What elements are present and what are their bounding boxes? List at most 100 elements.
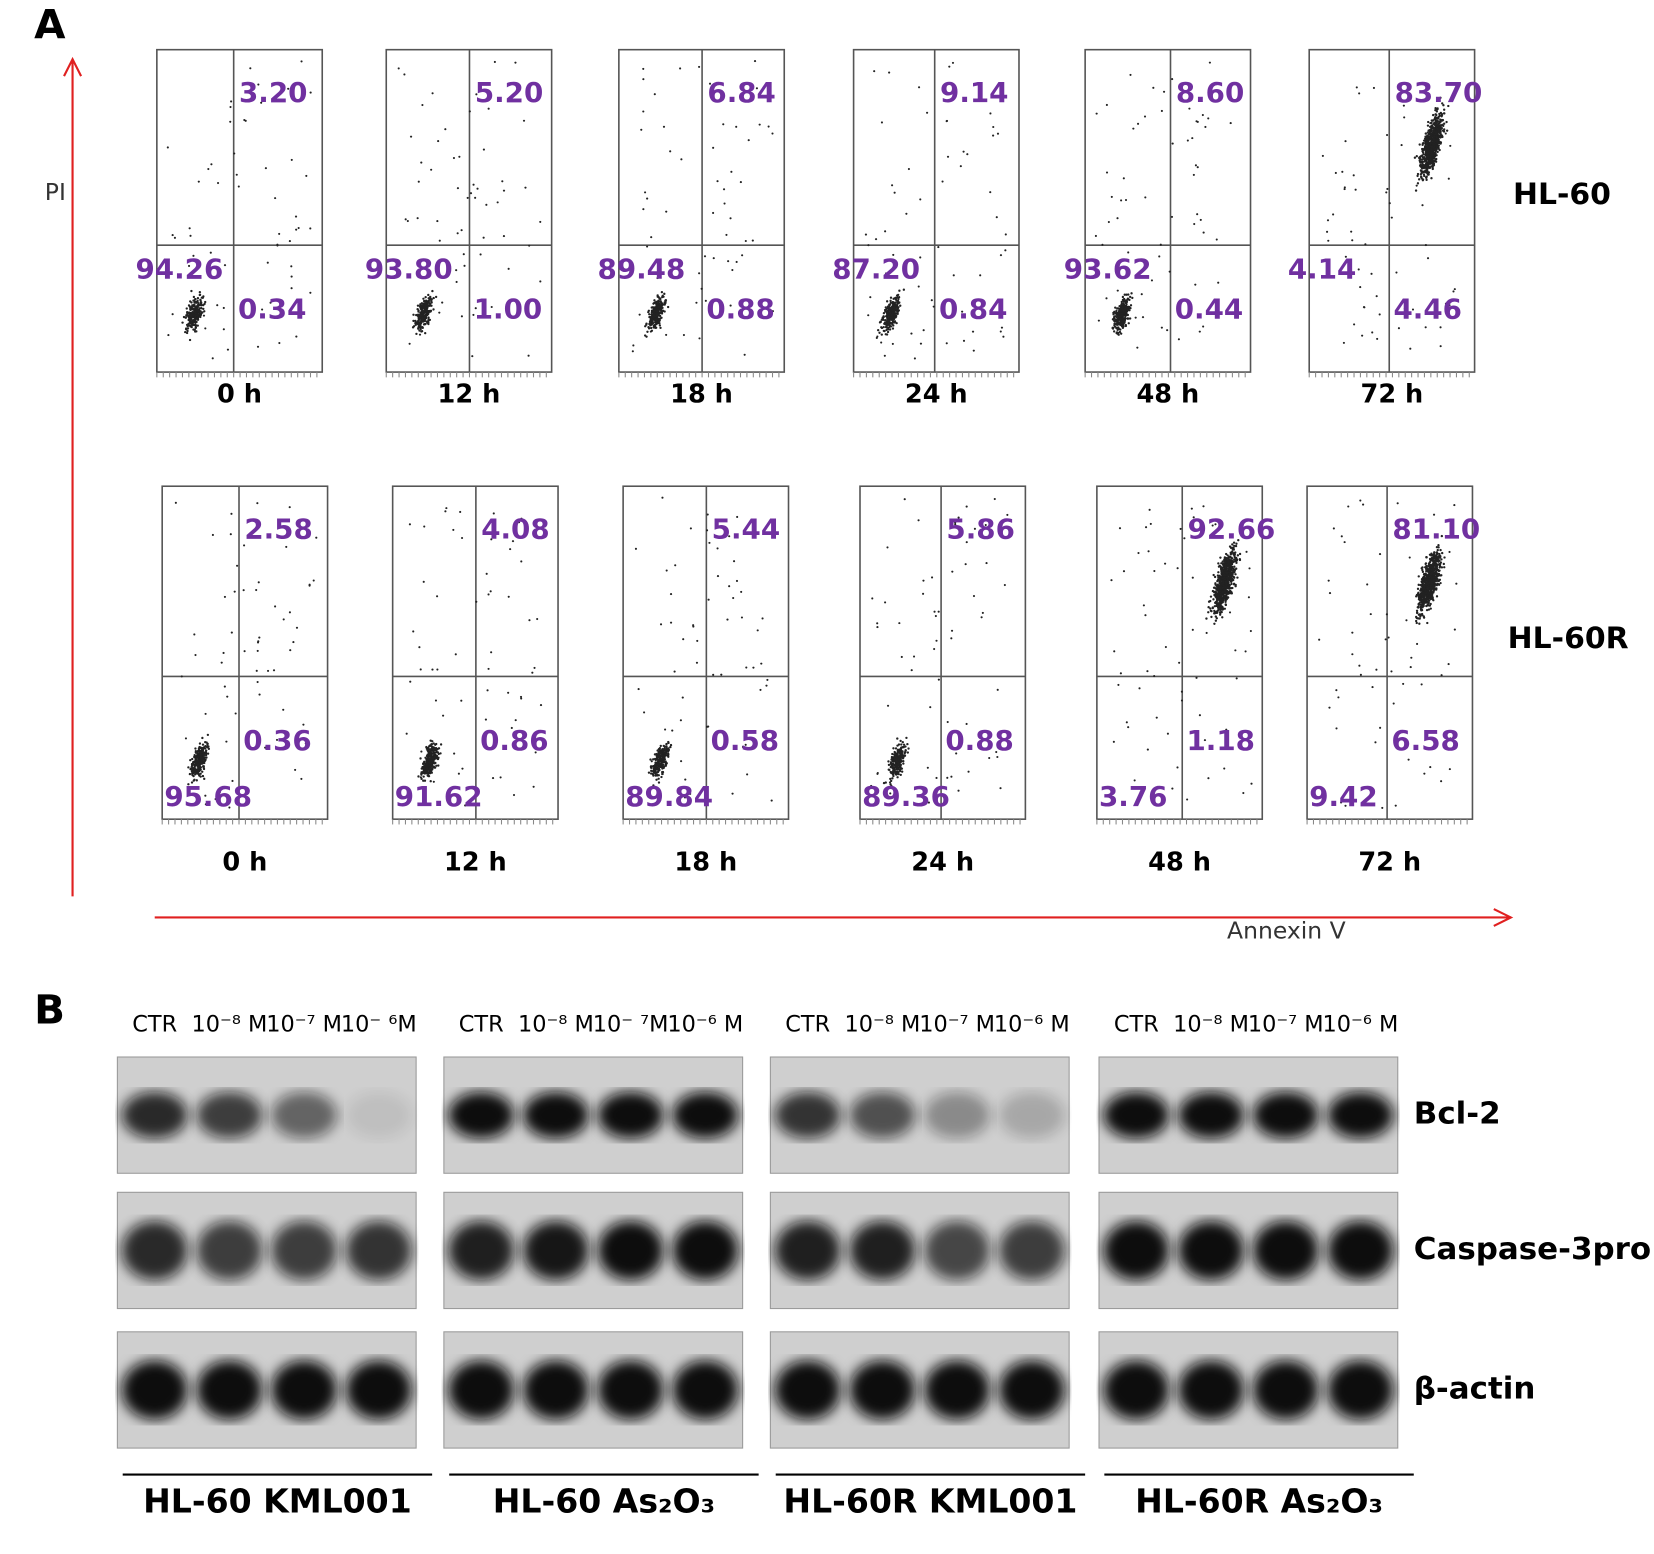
dot <box>430 168 433 171</box>
dot <box>1138 687 1141 690</box>
dot <box>731 792 734 795</box>
dot <box>1229 551 1233 555</box>
dot <box>288 506 291 509</box>
dot <box>1442 112 1446 115</box>
dot <box>198 765 201 768</box>
dot <box>233 590 236 593</box>
dot <box>429 750 432 753</box>
dot <box>435 764 438 767</box>
dot <box>1402 104 1405 107</box>
dot <box>1434 133 1438 136</box>
dot <box>894 772 897 775</box>
dot <box>896 305 899 309</box>
dot <box>1122 299 1125 302</box>
dot <box>236 564 239 567</box>
dot <box>1429 155 1432 159</box>
dot <box>1191 576 1194 579</box>
dot <box>1244 650 1247 653</box>
dot <box>707 598 710 601</box>
dot <box>1218 565 1221 568</box>
dot <box>200 307 203 310</box>
dot <box>716 575 720 578</box>
dot <box>1221 616 1224 619</box>
dot <box>427 322 430 326</box>
dot <box>304 742 307 745</box>
dot <box>895 764 899 767</box>
dot <box>295 626 299 629</box>
dot <box>992 125 995 129</box>
dot <box>1220 562 1223 565</box>
dot <box>753 60 757 63</box>
dot <box>656 306 660 309</box>
time-label: 48 h <box>1148 848 1211 878</box>
dot <box>1122 310 1125 313</box>
dot <box>1419 163 1422 167</box>
dot <box>1229 569 1232 572</box>
dot <box>1192 173 1195 176</box>
dot <box>637 688 640 691</box>
dot <box>1435 113 1438 117</box>
dot <box>656 749 659 752</box>
dot <box>671 729 674 732</box>
dot <box>1122 177 1125 180</box>
dot <box>1233 553 1236 556</box>
dot <box>315 536 318 539</box>
dot <box>1136 346 1139 349</box>
dot <box>519 695 523 698</box>
dot <box>264 746 267 749</box>
dot <box>427 312 430 316</box>
dot <box>886 330 890 334</box>
dot <box>1110 195 1113 198</box>
dot <box>426 749 429 752</box>
dot <box>191 323 194 327</box>
time-label: 18 h <box>674 848 737 878</box>
dot <box>260 101 263 104</box>
dot <box>954 523 957 526</box>
dot <box>195 308 198 311</box>
dot <box>185 307 188 310</box>
dot <box>496 201 499 204</box>
dot <box>965 505 968 508</box>
dot <box>893 310 896 313</box>
dot <box>889 296 893 299</box>
dot <box>425 754 429 757</box>
dot <box>1441 102 1444 105</box>
dot <box>992 134 995 137</box>
dot <box>771 310 774 313</box>
dot <box>638 313 641 316</box>
panel-b-label: B <box>34 987 65 1034</box>
dot <box>689 527 692 530</box>
dot <box>444 510 447 513</box>
dot <box>1385 133 1389 137</box>
dot <box>1416 182 1420 185</box>
lower-left-value: 89.84 <box>625 780 713 813</box>
dot <box>1117 683 1120 686</box>
dot <box>425 759 428 762</box>
dot <box>644 325 647 328</box>
dot <box>466 196 469 199</box>
dot <box>912 655 916 658</box>
dot <box>1113 319 1116 322</box>
dot <box>890 771 893 775</box>
dot <box>1228 576 1231 580</box>
dot <box>408 523 411 526</box>
dot <box>300 777 303 780</box>
dot <box>935 776 938 780</box>
dot <box>892 324 895 327</box>
dot <box>646 197 649 200</box>
dot <box>951 61 955 64</box>
dot <box>989 112 992 115</box>
lower-right-value: 0.84 <box>939 293 1007 326</box>
dot <box>910 332 913 335</box>
dot <box>1126 297 1130 300</box>
dot <box>422 775 425 778</box>
dot <box>422 299 426 303</box>
dot <box>430 764 434 767</box>
dot <box>950 775 953 778</box>
dot <box>472 183 475 186</box>
dot <box>294 768 297 771</box>
dot <box>1235 561 1238 564</box>
dot <box>196 310 199 313</box>
dot <box>528 619 531 622</box>
dot <box>972 349 975 352</box>
